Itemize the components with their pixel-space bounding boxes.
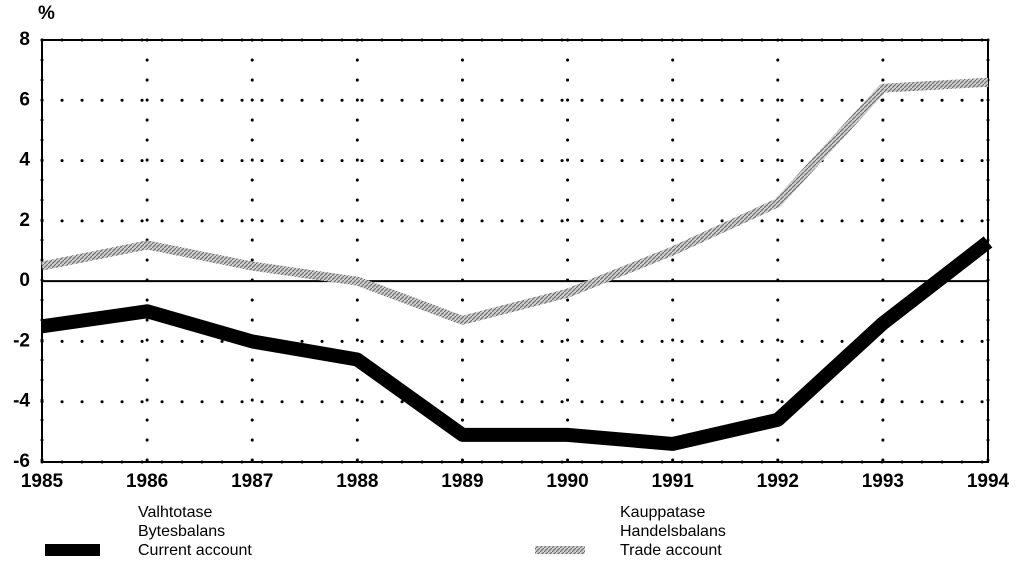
legend-swatch bbox=[535, 546, 585, 554]
x-tick-label: 1991 bbox=[652, 471, 695, 492]
legend-swatch bbox=[45, 544, 100, 556]
x-tick-label: 1985 bbox=[21, 471, 64, 492]
x-tick-label: 1988 bbox=[336, 471, 378, 492]
x-tick-label: 1993 bbox=[862, 471, 904, 492]
plot-frame bbox=[41, 39, 989, 463]
legend-label: Trade account bbox=[620, 542, 722, 559]
y-tick-label: 0 bbox=[19, 270, 30, 291]
y-axis-label: % bbox=[38, 3, 55, 24]
y-tick-label: 4 bbox=[19, 150, 30, 171]
y-tick-label: 2 bbox=[19, 210, 30, 231]
x-tick-label: 1989 bbox=[441, 471, 483, 492]
legend-label: Handelsbalans bbox=[620, 523, 726, 540]
legend-label: Bytesbalans bbox=[138, 523, 225, 540]
y-tick-label: -6 bbox=[13, 451, 30, 472]
x-tick-label: 1987 bbox=[231, 471, 273, 492]
series-line bbox=[41, 77, 989, 325]
x-tick-label: 1992 bbox=[757, 471, 799, 492]
y-tick-label: -4 bbox=[13, 391, 30, 412]
y-tick-label: -2 bbox=[13, 330, 30, 351]
legend-label: Current account bbox=[138, 542, 252, 559]
x-tick-label: 1994 bbox=[967, 471, 1010, 492]
y-tick-label: 8 bbox=[19, 29, 30, 50]
series-line bbox=[41, 236, 993, 451]
legend-label: Valhtotase bbox=[138, 504, 213, 521]
x-tick-label: 1990 bbox=[546, 471, 588, 492]
x-tick-label: 1986 bbox=[126, 471, 168, 492]
legend-label: Kauppatase bbox=[620, 504, 706, 521]
y-tick-label: 6 bbox=[19, 89, 30, 110]
